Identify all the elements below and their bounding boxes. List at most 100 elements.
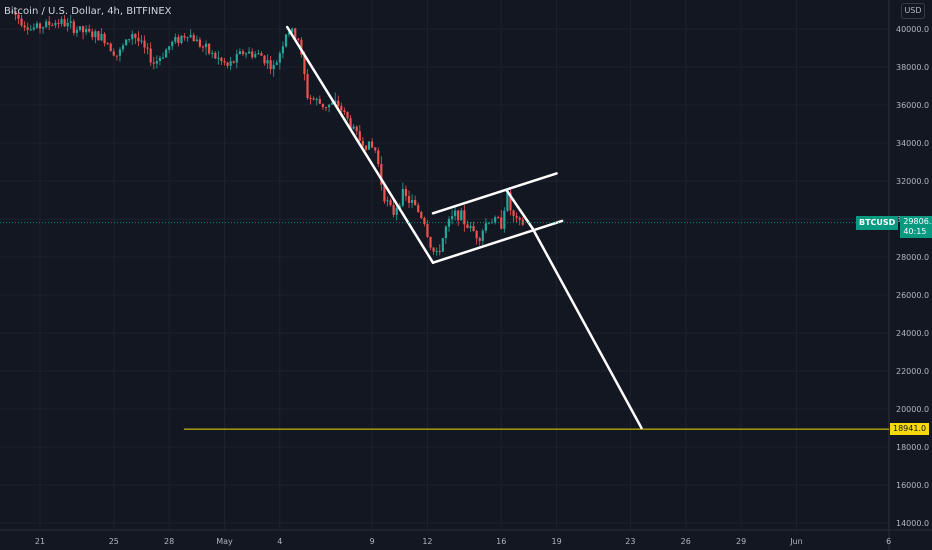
candle-up <box>244 53 248 55</box>
candle-down <box>208 43 211 54</box>
candle-down <box>63 19 66 27</box>
candle-down <box>220 57 223 62</box>
candle-down <box>518 217 521 220</box>
candle-down <box>103 33 106 44</box>
candle-down <box>51 25 54 27</box>
candle-up <box>410 199 414 203</box>
candle-up <box>161 57 165 59</box>
candle-up <box>238 51 241 55</box>
candle-down <box>251 51 254 58</box>
candle-down <box>241 51 245 54</box>
candle-down <box>417 205 420 213</box>
candle-down <box>201 46 205 48</box>
candle-down <box>143 40 146 48</box>
flag-right-edge-line <box>505 189 534 230</box>
candle-up <box>11 11 14 13</box>
candle-up <box>435 250 438 252</box>
candle-up <box>460 210 463 221</box>
candle-down <box>38 23 42 29</box>
candle-down <box>81 26 85 33</box>
candle-down <box>349 118 352 129</box>
candle-up <box>248 51 251 54</box>
price-tick-label: 38000.0 <box>896 63 929 72</box>
candle-down <box>475 230 478 239</box>
candle-down <box>380 164 383 185</box>
price-value-box: 29806.0 40:15 <box>900 215 932 238</box>
price-tick-label: 24000.0 <box>896 329 929 338</box>
candle-down <box>512 210 515 216</box>
candle-up <box>186 37 189 39</box>
price-tick-label: 18000.0 <box>896 443 929 452</box>
candle-up <box>54 22 57 26</box>
candle-up <box>281 46 285 54</box>
candle-down <box>392 204 395 215</box>
candle-down <box>177 37 180 43</box>
candle-down <box>509 192 512 211</box>
candle-down <box>324 107 328 109</box>
candle-down <box>198 39 201 47</box>
candle-down <box>183 35 186 38</box>
candle-down <box>149 48 152 63</box>
candle-up <box>128 39 131 41</box>
candle-down <box>497 217 500 219</box>
candle-up <box>121 45 125 50</box>
candle-up <box>125 39 128 46</box>
price-tick-label: 40000.0 <box>896 25 929 34</box>
candle-down <box>192 35 195 42</box>
candle-down <box>383 184 386 202</box>
currency-badge[interactable]: USD <box>901 3 925 19</box>
candle-down <box>106 43 109 45</box>
candle-down <box>91 31 94 38</box>
candle-down <box>48 21 51 26</box>
candle-up <box>204 43 208 48</box>
candle-up <box>469 226 472 228</box>
candle-down <box>263 55 266 64</box>
candle-up <box>503 210 506 229</box>
candle-down <box>23 25 26 28</box>
candle-up <box>454 210 457 217</box>
candle-up <box>284 34 288 47</box>
candle-up <box>352 126 355 129</box>
candle-down <box>457 210 460 221</box>
candle-down <box>343 110 346 112</box>
candle-down <box>294 28 297 39</box>
candle-down <box>115 55 118 57</box>
candle-down <box>226 62 229 66</box>
candle-down <box>321 103 324 108</box>
candle-up <box>131 34 134 40</box>
price-tick-label: 14000.0 <box>896 519 929 528</box>
candle-down <box>364 145 368 150</box>
candle-down <box>97 31 100 41</box>
time-tick-label: 21 <box>35 537 45 546</box>
candle-down <box>223 61 226 63</box>
candle-up <box>441 238 444 252</box>
candle-down <box>109 43 112 52</box>
candle-down <box>297 38 300 40</box>
candle-up <box>69 21 72 23</box>
time-tick-label: 26 <box>681 537 691 546</box>
candle-up <box>217 57 220 59</box>
candle-up <box>45 21 48 28</box>
candle-up <box>275 62 278 65</box>
chart-title: Bitcoin / U.S. Dollar, 4h, BITFINEX <box>4 6 172 17</box>
candle-down <box>309 98 312 100</box>
candle-down <box>358 131 361 141</box>
time-tick-label: 16 <box>496 537 506 546</box>
current-price-tag: BTCUSD 29806.0 40:15 <box>856 215 932 238</box>
time-tick-label: 6 <box>886 537 891 546</box>
target-price-tag: 18941.0 <box>890 423 930 436</box>
candle-down <box>57 22 60 24</box>
candle-down <box>232 61 235 63</box>
candle-up <box>94 31 97 38</box>
candle-up <box>174 37 177 42</box>
projection-line <box>531 227 643 430</box>
candle-down <box>414 199 417 206</box>
candle-up <box>327 104 331 108</box>
price-tick-label: 36000.0 <box>896 101 929 110</box>
time-tick-label: 28 <box>164 537 174 546</box>
candle-up <box>481 230 484 241</box>
candle-up <box>291 28 294 33</box>
candle-down <box>423 218 426 224</box>
candle-up <box>487 222 491 224</box>
